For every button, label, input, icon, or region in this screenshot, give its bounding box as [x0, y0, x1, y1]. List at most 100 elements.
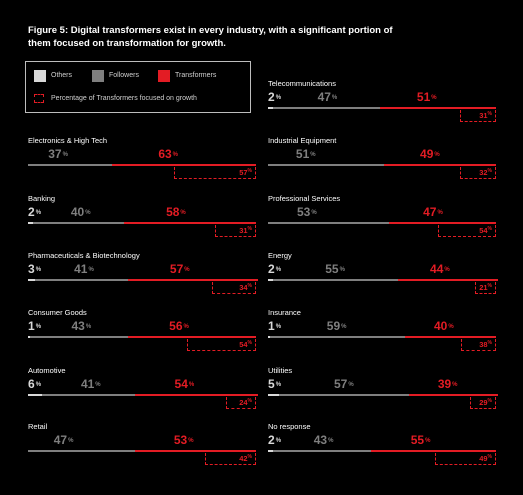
value-others: 1% [28, 319, 41, 333]
bar-transformers [123, 222, 256, 224]
value-number: 43 [71, 319, 85, 333]
growth-box: 42% [205, 453, 256, 465]
value-transformers: 39% [438, 377, 458, 391]
bar-followers [272, 279, 398, 281]
value-number: 55 [325, 262, 339, 276]
industry-panel: Pharmaceuticals & Biotechnology 3% 41% 57% 3… [28, 251, 259, 303]
industry-label: Banking [28, 194, 56, 203]
bar-others [28, 394, 42, 396]
value-followers: 41% [74, 262, 94, 276]
industry-panel: Professional Services 53% 47% 54% [268, 194, 496, 246]
value-number: 42 [239, 454, 248, 463]
value-number: 53 [173, 433, 188, 447]
value-number: 43 [313, 433, 328, 447]
industry-label: Electronics & High Tech [28, 136, 108, 145]
value-others: 2% [268, 433, 281, 447]
industry-panel: Retail 47% 53% 42% [28, 422, 256, 474]
value-number: 32 [479, 168, 488, 177]
percent-sign: % [448, 324, 454, 330]
value-others: 1% [268, 319, 281, 333]
industry-panel: Industrial Equipment 51% 49% 32% [268, 136, 496, 188]
value-growth: 38% [479, 340, 492, 349]
percent-sign: % [331, 95, 338, 101]
bar-followers [28, 450, 136, 452]
percent-sign: % [247, 340, 252, 346]
percent-sign: % [247, 226, 252, 232]
legend-swatch-transformers [158, 70, 170, 82]
percent-sign: % [183, 324, 189, 330]
industry-label: Telecommunications [268, 79, 336, 88]
growth-box: 31% [215, 225, 256, 237]
percent-sign: % [339, 267, 345, 273]
bar-followers [30, 336, 129, 338]
bar-transformers [135, 450, 256, 452]
percent-sign: % [85, 324, 92, 330]
industry-panel: Electronics & High Tech 37% 63% 57% [28, 136, 256, 188]
value-number: 29 [479, 398, 488, 407]
value-number: 5 [268, 377, 275, 391]
percent-sign: % [35, 267, 42, 273]
value-others: 2% [268, 90, 281, 104]
value-number: 47 [53, 433, 68, 447]
bar-transformers [379, 107, 496, 109]
value-followers: 43% [71, 319, 91, 333]
legend-swatch-followers [92, 70, 104, 82]
value-number: 49 [479, 454, 488, 463]
bar-transformers [112, 164, 256, 166]
value-transformers: 57% [170, 262, 190, 276]
value-number: 3 [28, 262, 35, 276]
percent-sign: % [247, 398, 252, 404]
percent-sign: % [434, 152, 440, 158]
value-growth: 57% [239, 168, 252, 177]
percent-sign: % [247, 168, 252, 174]
percent-sign: % [180, 210, 186, 216]
percent-sign: % [341, 324, 347, 330]
percent-sign: % [452, 382, 458, 388]
percent-sign: % [431, 95, 437, 101]
industry-label: Insurance [268, 308, 301, 317]
value-followers: 47% [54, 433, 74, 447]
legend-swatch-others [34, 70, 46, 82]
bar-followers [268, 164, 385, 166]
value-followers: 51% [296, 147, 316, 161]
growth-box: 54% [438, 225, 496, 237]
legend-label-growth: Percentage of Transformers focused on gr… [51, 95, 197, 102]
percent-sign: % [437, 210, 443, 216]
value-followers: 37% [48, 147, 68, 161]
bar-others [268, 279, 273, 281]
legend-label-others: Others [51, 72, 73, 79]
value-number: 44 [430, 262, 444, 276]
bar-others [28, 279, 35, 281]
bar-others [268, 107, 273, 109]
value-number: 51 [295, 147, 310, 161]
figure-title: Figure 5: Digital transformers exist in … [28, 25, 393, 49]
value-transformers: 55% [411, 433, 431, 447]
value-number: 47 [423, 205, 437, 219]
legend-label-transformers: Transformers [175, 72, 217, 79]
value-growth: 42% [239, 454, 252, 463]
value-number: 2 [28, 205, 35, 219]
bar-followers [41, 394, 136, 396]
value-growth: 54% [479, 226, 492, 235]
industry-label: Automotive [28, 366, 66, 375]
percent-sign: % [247, 454, 252, 460]
percent-sign: % [172, 152, 179, 158]
value-number: 38 [479, 340, 488, 349]
value-others: 2% [28, 205, 41, 219]
percent-sign: % [487, 340, 492, 346]
percent-sign: % [328, 438, 334, 444]
percent-sign: % [487, 168, 492, 174]
value-transformers: 58% [166, 205, 186, 219]
value-number: 2 [268, 262, 275, 276]
value-number: 6 [28, 377, 35, 391]
value-number: 37 [48, 147, 62, 161]
value-number: 2 [268, 90, 275, 104]
value-number: 40 [70, 205, 85, 219]
percent-sign: % [311, 210, 317, 216]
bar-transformers [388, 222, 496, 224]
value-transformers: 40% [434, 319, 454, 333]
bar-transformers [128, 336, 256, 338]
bar-transformers [404, 336, 496, 338]
growth-box: 57% [174, 167, 256, 179]
